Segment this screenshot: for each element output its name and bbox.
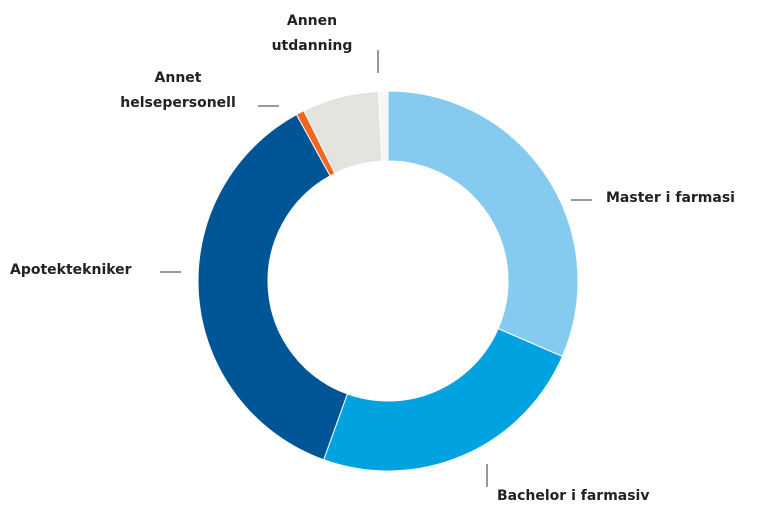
slice <box>197 113 348 461</box>
slices <box>197 90 579 472</box>
slice-label: Annet helsepersonell <box>120 70 236 111</box>
slice <box>387 90 579 358</box>
slice <box>323 328 564 472</box>
slice-label: Apotektekniker <box>10 262 132 278</box>
slice-label: Bachelor i farmasiv <box>497 488 650 504</box>
slice <box>377 90 389 162</box>
slice-label: Master i farmasi <box>606 190 735 206</box>
slice-label: Annen utdanning <box>271 13 353 54</box>
